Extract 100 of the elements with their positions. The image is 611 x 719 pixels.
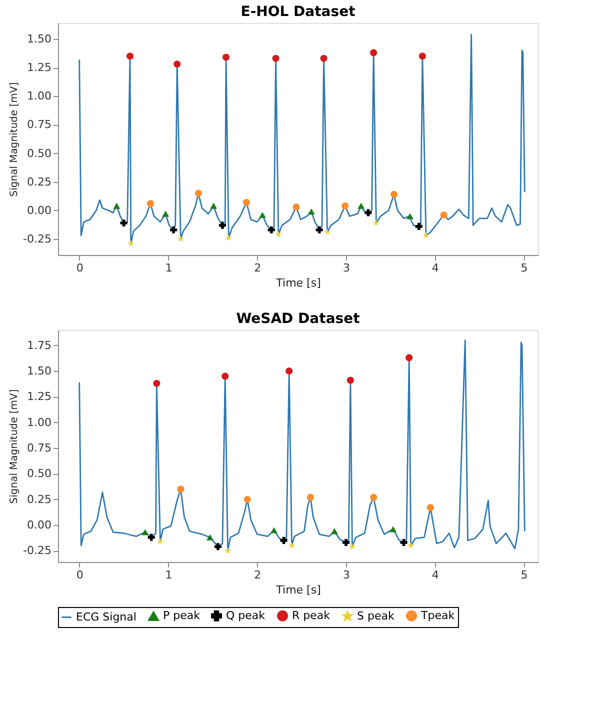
- point: [280, 536, 288, 544]
- point: [268, 226, 275, 234]
- y-tick-label: 1.50: [27, 364, 52, 378]
- y-tick-label: 0.50: [27, 467, 52, 480]
- point: [308, 208, 315, 215]
- point: [222, 372, 229, 380]
- x-tick-label: 4: [432, 262, 439, 274]
- point: [358, 202, 365, 209]
- point: [142, 529, 149, 536]
- point: [222, 54, 230, 61]
- y-tick-label: 1.25: [27, 61, 52, 74]
- x-tick-label: 3: [343, 262, 350, 274]
- point: [120, 219, 128, 227]
- point: [177, 235, 184, 242]
- point: [148, 534, 155, 541]
- y-tick-label: 0.00: [27, 518, 52, 532]
- point: [218, 222, 226, 229]
- chart-title: WeSAD Dataset: [236, 311, 360, 327]
- point: [346, 376, 354, 384]
- point: [418, 52, 426, 60]
- point: [272, 54, 280, 62]
- point: [370, 49, 378, 56]
- point: [126, 52, 134, 60]
- point: [244, 496, 251, 503]
- point: [342, 538, 350, 546]
- legend-label: Q peak: [226, 608, 266, 622]
- x-tick-label: 2: [254, 262, 262, 274]
- point: [440, 211, 448, 219]
- x-tick-label: 3: [343, 568, 350, 582]
- point: [426, 504, 434, 512]
- x-tick-label: 4: [432, 568, 439, 582]
- y-tick-label: 0.75: [27, 442, 52, 455]
- point: [242, 198, 250, 206]
- y-tick-label: 1.00: [27, 90, 52, 103]
- point: [286, 368, 293, 375]
- y-tick-label: -0.25: [23, 544, 52, 558]
- x-tick-label: 5: [520, 568, 528, 582]
- point: [292, 203, 300, 211]
- point: [170, 226, 178, 234]
- point: [128, 240, 134, 246]
- y-axis-title: Signal Magnitude [mV]: [9, 389, 20, 504]
- legend-label: ECG Signal: [76, 610, 136, 624]
- legend-label: Tpeak: [420, 608, 456, 622]
- x-axis-title: Time [s]: [275, 276, 321, 290]
- y-tick-label: 0.75: [27, 118, 52, 132]
- point: [372, 219, 380, 226]
- point: [174, 60, 181, 68]
- point: [400, 538, 408, 546]
- y-tick-label: 0.50: [27, 146, 52, 160]
- point: [224, 547, 232, 554]
- point: [214, 543, 222, 550]
- chart-title: E-HOL Dataset: [240, 4, 356, 20]
- legend-label: S peak: [357, 609, 395, 622]
- legend-label: R peak: [292, 608, 331, 622]
- point: [316, 226, 323, 234]
- point: [406, 213, 414, 220]
- point: [370, 494, 378, 501]
- point: [306, 494, 314, 501]
- point: [156, 538, 164, 544]
- point: [406, 354, 413, 362]
- point: [206, 534, 214, 540]
- point: [415, 222, 422, 230]
- y-axis-title: Signal Magnitude [mV]: [9, 82, 20, 197]
- point: [194, 190, 202, 197]
- y-tick-label: 0.25: [27, 492, 52, 506]
- legend-label: P peak: [163, 609, 201, 622]
- point: [422, 232, 430, 238]
- point: [390, 190, 398, 198]
- y-tick-label: 0.25: [27, 175, 52, 188]
- y-tick-label: 1.50: [27, 32, 52, 46]
- y-tick-label: 1.75: [27, 338, 52, 352]
- point: [390, 526, 397, 532]
- point: [153, 380, 160, 387]
- point: [113, 202, 120, 209]
- point: [324, 228, 331, 236]
- point: [364, 209, 372, 216]
- point: [288, 542, 296, 548]
- y-tick-label: -0.25: [23, 232, 52, 246]
- x-tick-label: 0: [76, 568, 84, 582]
- point: [342, 202, 349, 210]
- x-tick-label: 1: [165, 262, 172, 274]
- x-tick-label: 2: [254, 568, 262, 582]
- x-tick-label: 0: [76, 262, 84, 274]
- y-tick-label: 0.00: [27, 204, 52, 217]
- point: [177, 486, 184, 493]
- point: [270, 527, 278, 534]
- point: [162, 210, 170, 217]
- point: [146, 200, 154, 208]
- point: [348, 543, 356, 550]
- point: [210, 202, 218, 209]
- y-tick-label: 1.25: [27, 390, 52, 404]
- point: [225, 234, 232, 241]
- point: [408, 542, 414, 548]
- y-tick-label: 1.00: [27, 416, 52, 429]
- point: [330, 528, 338, 534]
- x-tick-label: 5: [520, 262, 528, 274]
- x-tick-label: 1: [165, 568, 172, 582]
- point: [275, 230, 282, 238]
- point: [258, 212, 266, 218]
- x-axis-title: Time [s]: [275, 584, 321, 596]
